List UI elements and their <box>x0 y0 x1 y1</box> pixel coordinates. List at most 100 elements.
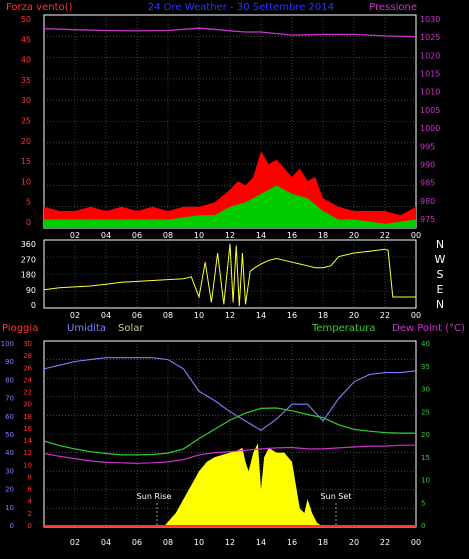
y-tick-label: 995 <box>420 142 435 151</box>
x-tick-label: 00 <box>411 311 421 320</box>
y-tick-label: 16 <box>23 425 32 433</box>
y-tick-label: 50 <box>21 15 31 24</box>
x-tick-label: 06 <box>132 311 142 320</box>
y-tick-label: 0 <box>28 522 32 530</box>
panel1-series <box>43 27 417 228</box>
y-tick-label: 975 <box>420 215 435 224</box>
y-tick-label: 10 <box>5 504 14 512</box>
y-tick-label: 35 <box>21 76 31 85</box>
x-tick-label: 04 <box>101 538 111 547</box>
x-tick-label: 22 <box>380 231 390 240</box>
y-tick-label: 30 <box>421 386 430 394</box>
panel3-temperature-ticks: 40 35 30 25 20 15 10 5 0 <box>421 340 430 530</box>
y-tick-label: 0 <box>31 301 36 310</box>
x-tick-label: 04 <box>101 311 111 320</box>
y-tick-label: 1025 <box>420 33 440 42</box>
temperature-line <box>43 407 416 456</box>
x-tick-label: 08 <box>163 311 173 320</box>
y-tick-label: 20 <box>23 401 32 409</box>
humidity-label: Umidita <box>67 323 106 334</box>
x-tick-label: 14 <box>256 311 266 320</box>
y-tick-label: 10 <box>421 477 430 485</box>
y-tick-label: 20 <box>21 137 31 146</box>
y-tick-label: 30 <box>5 467 14 475</box>
x-tick-label: 18 <box>318 231 328 240</box>
panel2-left-ticks: 360 270 180 90 0 <box>21 240 36 310</box>
y-tick-label: 10 <box>23 461 32 469</box>
y-tick-label: 980 <box>420 197 435 206</box>
panel3-x-ticks: 02 04 06 08 10 12 14 16 18 20 22 00 <box>70 538 421 547</box>
y-tick-label: 15 <box>21 157 31 166</box>
x-tick-label: 20 <box>349 311 359 320</box>
panel2-series <box>43 243 416 307</box>
y-tick-label: 35 <box>421 363 430 371</box>
x-tick-label: 14 <box>256 538 266 547</box>
y-tick-label: 2 <box>28 510 32 518</box>
x-tick-label: 20 <box>349 231 359 240</box>
y-tick-label: 90 <box>5 358 14 366</box>
panel1-x-ticks: 02 04 06 08 10 12 14 16 18 20 22 00 <box>70 231 421 240</box>
x-tick-label: 10 <box>194 231 204 240</box>
y-tick-label: 1000 <box>420 124 440 133</box>
y-tick-label: 360 <box>21 240 36 249</box>
compass-label: N <box>436 238 444 251</box>
y-tick-label: 6 <box>28 486 33 494</box>
y-tick-label: 20 <box>5 486 14 494</box>
panel2-grid <box>44 240 416 308</box>
solar-label: Solar <box>118 323 144 334</box>
y-tick-label: 24 <box>23 376 32 384</box>
wind-average-area <box>44 185 416 228</box>
chart-title: 24 Ore Weather - 30 Settembre 2014 <box>148 2 334 13</box>
x-tick-label: 02 <box>70 311 80 320</box>
y-tick-label: 28 <box>23 352 32 360</box>
pressure-line <box>43 27 417 38</box>
x-tick-label: 16 <box>287 311 297 320</box>
pressure-label: Pressione <box>369 2 417 13</box>
wind-gust-area <box>44 151 416 228</box>
y-tick-label: 0 <box>26 218 31 227</box>
y-tick-label: 40 <box>21 56 31 65</box>
wind-direction-line <box>43 243 416 307</box>
y-tick-label: 70 <box>5 395 14 403</box>
wind-force-label: Forza vento() <box>6 2 73 13</box>
y-tick-label: 270 <box>21 255 36 264</box>
y-tick-label: 26 <box>23 364 32 372</box>
y-tick-label: 60 <box>5 413 14 421</box>
y-tick-label: 40 <box>5 449 14 457</box>
panel2-x-ticks: 02 04 06 08 10 12 14 16 18 20 22 00 <box>70 311 421 320</box>
panel3-grid <box>44 341 416 527</box>
solar-area <box>163 443 323 527</box>
y-tick-label: 22 <box>23 389 32 397</box>
y-tick-label: 985 <box>420 179 435 188</box>
y-tick-label: 5 <box>26 198 31 207</box>
y-tick-label: 30 <box>23 340 32 348</box>
compass-label: N <box>436 298 444 311</box>
x-tick-label: 08 <box>163 538 173 547</box>
rain-label: Pioggia <box>2 323 38 334</box>
x-tick-label: 06 <box>132 538 142 547</box>
y-tick-label: 1020 <box>420 51 440 60</box>
compass-label: E <box>437 283 444 296</box>
y-tick-label: 30 <box>21 96 31 105</box>
temperature-label: Temperatura <box>311 323 376 334</box>
y-tick-label: 80 <box>5 376 14 384</box>
y-tick-label: 0 <box>10 522 14 530</box>
y-tick-label: 1010 <box>420 88 440 97</box>
y-tick-label: 18 <box>23 413 32 421</box>
y-tick-label: 4 <box>28 498 33 506</box>
panel1-right-ticks: 1030 1025 1020 1015 1010 1005 1000 995 990 985 980… <box>420 15 440 224</box>
y-tick-label: 90 <box>26 286 36 295</box>
y-tick-label: 25 <box>21 117 31 126</box>
x-tick-label: 16 <box>287 231 297 240</box>
x-tick-label: 12 <box>225 231 235 240</box>
y-tick-label: 8 <box>28 473 32 481</box>
y-tick-label: 10 <box>21 177 31 186</box>
x-tick-label: 02 <box>70 538 80 547</box>
y-tick-label: 990 <box>420 160 435 169</box>
y-tick-label: 15 <box>421 454 430 462</box>
sunset-annotation: Sun Set <box>321 492 352 501</box>
